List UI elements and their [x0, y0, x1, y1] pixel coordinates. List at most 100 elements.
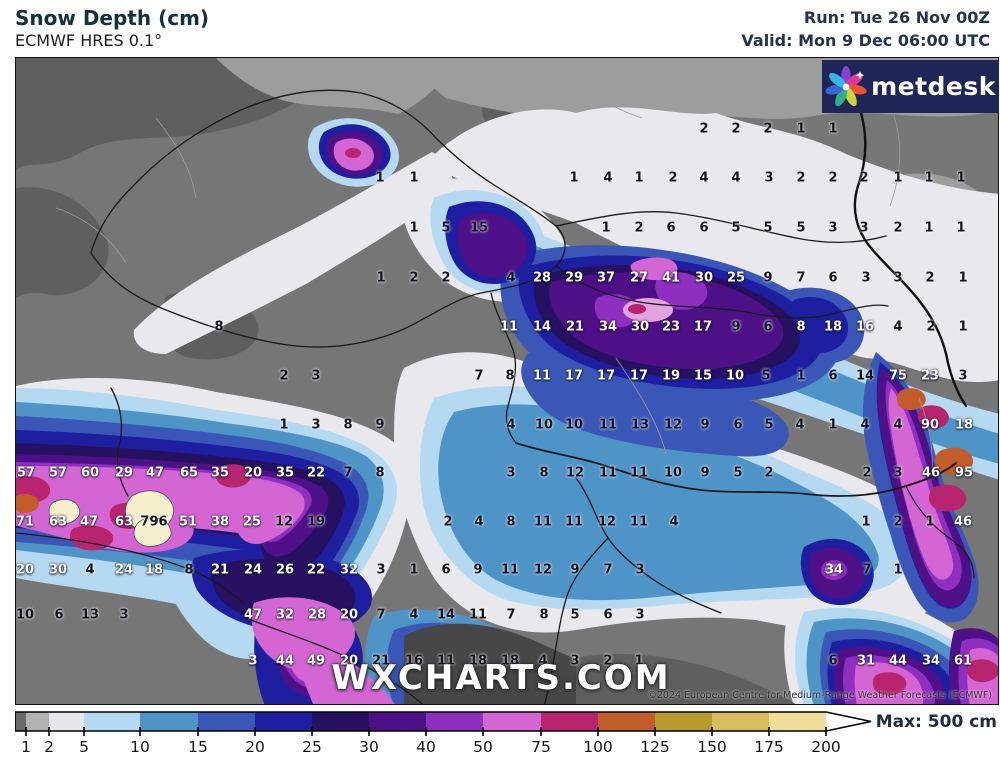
- metdesk-flower-icon: [825, 65, 867, 106]
- grid-value: 3: [828, 220, 838, 236]
- grid-value: 1: [956, 170, 966, 186]
- grid-value: 47: [79, 514, 99, 530]
- terrain-dark-south-layer: [404, 623, 796, 704]
- grid-value: 4: [893, 417, 903, 433]
- grid-value: 60: [80, 465, 100, 481]
- grid-value: 18: [468, 653, 488, 669]
- grid-value: 30: [630, 319, 650, 335]
- grid-value: 47: [145, 465, 165, 481]
- legend-segment: [255, 712, 312, 731]
- grid-value: 2: [862, 465, 872, 481]
- grid-value: 2: [279, 368, 289, 384]
- grid-value: 1: [828, 121, 838, 137]
- grid-value: 3: [893, 465, 903, 481]
- grid-value: 2: [764, 465, 774, 481]
- flower-petal: [835, 87, 848, 106]
- grid-value: 12: [274, 514, 294, 530]
- grid-value: 5: [441, 220, 451, 236]
- grid-value: 10: [534, 417, 554, 433]
- legend-tick-label: 75: [531, 738, 551, 756]
- grid-value: 7: [376, 607, 386, 623]
- grid-value: 8: [343, 417, 353, 433]
- grid-value: 41: [661, 270, 681, 286]
- map-area: 2 2 2 1 1 1 1 1 4 1 2 4 4 3 2 2 2 1 1 1 1 5 15 1 2 6 6 5 5 5 3 3 2 1 1 1 2 2 4…: [15, 57, 999, 705]
- grid-value: 1: [634, 170, 644, 186]
- grid-value: 35: [210, 465, 230, 481]
- legend-tick-label: 50: [473, 738, 493, 756]
- grid-value: 14: [532, 319, 552, 335]
- grid-value: 6: [441, 562, 451, 578]
- grid-value: 29: [114, 465, 134, 481]
- grid-value: 17: [596, 368, 616, 384]
- grid-value: 2: [668, 170, 678, 186]
- grid-value: 61: [953, 653, 973, 669]
- grid-value: 6: [828, 653, 838, 669]
- grid-value: 1: [601, 220, 611, 236]
- grid-value: 1: [796, 121, 806, 137]
- grid-value: 8: [539, 465, 549, 481]
- grid-value: 95: [954, 465, 974, 481]
- grid-value: 21: [371, 653, 391, 669]
- grid-value: 4: [409, 607, 419, 623]
- grid-value: 34: [824, 562, 844, 578]
- grid-value: 8: [505, 368, 515, 384]
- grid-value: 1: [634, 653, 644, 669]
- grid-value: 3: [570, 653, 580, 669]
- grid-value: 26: [275, 562, 295, 578]
- grid-value: 90: [920, 417, 940, 433]
- legend-segment: [49, 712, 84, 731]
- grid-value: 7: [796, 270, 806, 286]
- legend-segment: [769, 712, 826, 731]
- grid-value: 7: [474, 368, 484, 384]
- grid-value: 24: [243, 562, 263, 578]
- grid-value: 5: [764, 417, 774, 433]
- flower-petal: [844, 87, 857, 106]
- legend-segment: [541, 712, 598, 731]
- grid-value: 2: [603, 653, 613, 669]
- model-subtitle: ECMWF HRES 0.1°: [15, 31, 163, 50]
- valid-time: Valid: Mon 9 Dec 06:00 UTC: [741, 31, 990, 50]
- grid-value: 11: [598, 417, 618, 433]
- grid-value: 11: [468, 607, 488, 623]
- grid-value: 7: [506, 607, 516, 623]
- grid-value: 1: [893, 562, 903, 578]
- grid-value: 10: [15, 607, 35, 623]
- grid-value: 35: [275, 465, 295, 481]
- grid-value: 7: [862, 562, 872, 578]
- sparkle-icon: [855, 70, 865, 79]
- snow-depth-map-graphic: [16, 58, 998, 704]
- grid-value: 12: [663, 417, 683, 433]
- legend-max-label: Max: 500 cm: [875, 712, 997, 732]
- grid-value: 21: [210, 562, 230, 578]
- grid-value: 6: [828, 368, 838, 384]
- grid-value: 4: [506, 417, 516, 433]
- grid-value: 32: [339, 562, 359, 578]
- legend-tick-label: 1: [21, 738, 31, 756]
- grid-value: 14: [436, 607, 456, 623]
- grid-value: 2: [731, 121, 741, 137]
- grid-value: 2: [763, 121, 773, 137]
- legend-tick-label: 10: [130, 738, 150, 756]
- grid-value: 9: [375, 417, 385, 433]
- grid-value: 1: [569, 170, 579, 186]
- grid-value: 44: [275, 653, 295, 669]
- grid-value: 7: [603, 562, 613, 578]
- grid-value: 20: [339, 607, 359, 623]
- grid-value: 1: [861, 514, 871, 530]
- grid-value: 25: [726, 270, 746, 286]
- grid-value: 23: [920, 368, 940, 384]
- grid-value: 4: [603, 170, 613, 186]
- grid-value: 1: [958, 319, 968, 335]
- grid-value: 3: [506, 465, 516, 481]
- grid-value: 2: [893, 220, 903, 236]
- metdesk-logo-text: metdesk: [871, 72, 996, 101]
- grid-value: 11: [629, 514, 649, 530]
- grid-value: 4: [731, 170, 741, 186]
- grid-value: 22: [306, 465, 326, 481]
- watermark: WXCHARTS.COM: [331, 658, 671, 698]
- grid-value: 2: [828, 170, 838, 186]
- grid-value: 1: [924, 220, 934, 236]
- grid-value: 6: [54, 607, 64, 623]
- grid-value: 7: [343, 465, 353, 481]
- grid-value: 6: [603, 607, 613, 623]
